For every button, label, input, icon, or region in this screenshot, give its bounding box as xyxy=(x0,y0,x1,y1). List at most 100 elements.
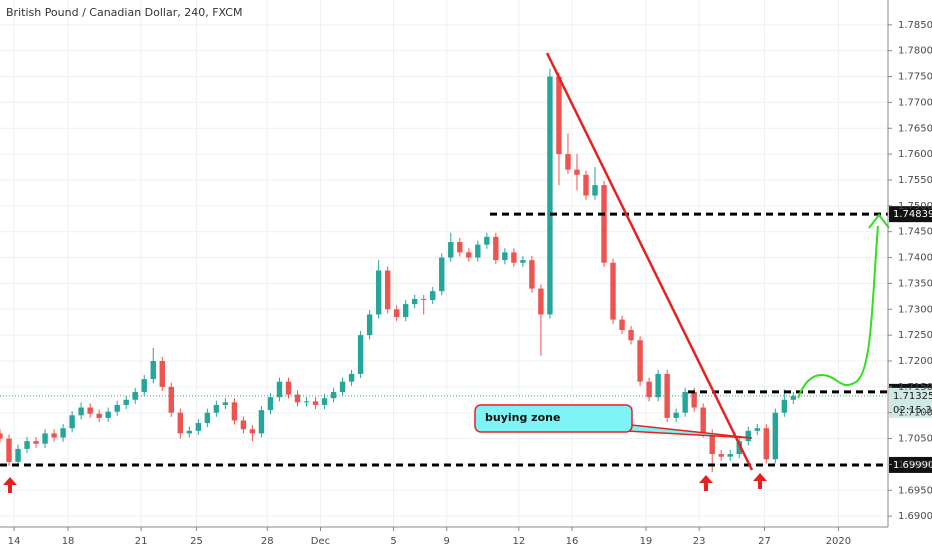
y-tick-label: 1.71500 xyxy=(898,382,932,393)
candle-body xyxy=(204,412,211,424)
y-tick-label: 1.70500 xyxy=(898,434,932,445)
candle-body xyxy=(709,433,715,455)
candle-body xyxy=(186,430,193,434)
candle-body xyxy=(682,392,688,413)
y-tick-label: 1.77000 xyxy=(898,97,932,108)
candle-body xyxy=(520,260,526,263)
candle-body xyxy=(691,392,697,408)
x-tick-label: 2020 xyxy=(826,536,851,547)
candle-body xyxy=(637,340,643,382)
candle-body xyxy=(619,319,625,330)
x-tick-label: 21 xyxy=(135,536,148,547)
candle-body xyxy=(384,270,391,310)
x-tick-label: 23 xyxy=(693,536,706,547)
candle-body xyxy=(69,415,75,429)
candle-body xyxy=(538,288,544,315)
candle-body xyxy=(745,430,751,442)
x-tick-label: Dec xyxy=(311,536,330,547)
candle-body xyxy=(348,373,355,382)
candle-body xyxy=(114,404,120,412)
candle-body xyxy=(375,270,382,315)
candle-body xyxy=(502,252,508,261)
callout xyxy=(474,404,633,433)
y-tick-label: 1.70000 xyxy=(898,459,932,470)
candle-body xyxy=(78,407,84,416)
candle-body xyxy=(547,76,553,315)
last-price-label: 1.71325 xyxy=(893,391,932,402)
candle-body xyxy=(240,420,247,430)
y-tick-label: 1.74500 xyxy=(898,227,932,238)
x-tick-label: 14 xyxy=(8,536,21,547)
candles xyxy=(0,68,797,473)
candle-body xyxy=(529,260,535,289)
arrows xyxy=(3,473,767,493)
candle-body xyxy=(421,298,427,300)
grid xyxy=(0,0,888,527)
y-tick-label: 1.69000 xyxy=(898,511,932,522)
x-tick-label: 16 xyxy=(566,536,579,547)
candle-body xyxy=(357,335,364,374)
y-tick-label: 1.76500 xyxy=(898,123,932,134)
candle-body xyxy=(430,291,436,300)
candle-body xyxy=(655,373,661,398)
candle-body xyxy=(42,433,48,444)
candle-body xyxy=(466,252,472,258)
candle-body xyxy=(222,402,229,405)
candle-body xyxy=(781,399,788,413)
candle-body xyxy=(303,401,310,403)
candle-body xyxy=(736,441,742,455)
candle-body xyxy=(628,329,634,341)
candle-body xyxy=(15,448,21,462)
candle-body xyxy=(6,438,12,462)
callout-text: buying zone xyxy=(485,411,560,424)
arrow xyxy=(753,473,767,489)
level-tag xyxy=(889,456,932,473)
y-tick-label: 1.78500 xyxy=(898,20,932,31)
candle-body xyxy=(141,379,147,393)
candle-body xyxy=(610,262,616,320)
candle-body xyxy=(727,454,733,457)
candle-body xyxy=(565,154,571,170)
trendline xyxy=(545,52,754,471)
candle-body xyxy=(646,381,652,398)
candle-body xyxy=(123,399,129,405)
candle-body xyxy=(159,360,165,387)
candle-body xyxy=(664,373,670,418)
x-tick-label: 28 xyxy=(261,536,274,547)
candle-body xyxy=(790,396,797,400)
candle-body xyxy=(448,242,454,258)
candle-body xyxy=(87,407,93,414)
candle-body xyxy=(177,412,184,434)
candle-body xyxy=(249,429,256,434)
y-tick-label: 1.69500 xyxy=(898,485,932,496)
y-tick-label: 1.73500 xyxy=(898,278,932,289)
y-tick-label: 1.75500 xyxy=(898,175,932,186)
candle-body xyxy=(763,428,769,460)
candle-body xyxy=(484,236,490,245)
countdown: 02:15:30 xyxy=(893,405,932,416)
candle-body xyxy=(718,454,724,457)
candle-body xyxy=(700,407,706,434)
candle-body xyxy=(475,244,481,258)
projection-curve xyxy=(797,225,879,399)
candle-body xyxy=(276,381,283,398)
level-label: 1.74839 xyxy=(893,209,932,220)
axis-labels: 1.69000 1.69500 1.70000 1.70500 1.71000 1.715… xyxy=(8,20,932,547)
candle-body xyxy=(330,392,337,399)
last-price-tag xyxy=(889,387,932,418)
candle-body xyxy=(312,401,319,405)
candle-body xyxy=(493,236,499,261)
candle-body xyxy=(51,433,57,438)
candle-body xyxy=(96,413,102,418)
y-tick-label: 1.74000 xyxy=(898,253,932,264)
y-tick-label: 1.75000 xyxy=(898,201,932,212)
candle-body xyxy=(0,433,3,439)
x-tick-label: 25 xyxy=(190,536,203,547)
candle-body xyxy=(294,394,301,403)
candle-body xyxy=(150,360,156,380)
candle-body xyxy=(393,309,400,318)
y-tick-label: 1.71000 xyxy=(898,408,932,419)
